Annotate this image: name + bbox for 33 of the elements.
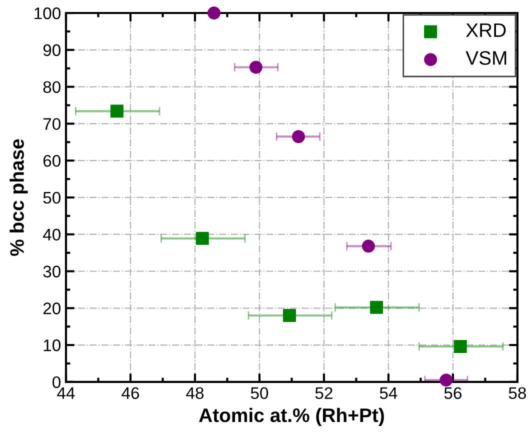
y-tick-label: 20 xyxy=(43,302,60,314)
x-tick-label: 48 xyxy=(186,387,204,400)
point xyxy=(292,130,305,144)
legend-label: VSM xyxy=(466,51,506,65)
y-tick-label: 70 xyxy=(43,118,60,130)
point xyxy=(196,232,209,245)
x-tick-label: 56 xyxy=(444,387,462,400)
point xyxy=(249,60,262,74)
x-tick-label: 44 xyxy=(57,387,75,399)
y-tick-label: 100 xyxy=(34,7,60,20)
text: XRD xyxy=(466,23,506,37)
point xyxy=(454,340,467,354)
y-tick-label: 30 xyxy=(43,266,60,278)
point xyxy=(362,240,375,253)
x-tick-label: 52 xyxy=(315,387,332,400)
x-tick-label: 54 xyxy=(380,387,398,400)
y-tick-label: 0 xyxy=(52,376,60,388)
y-tick-label: 40 xyxy=(42,228,60,241)
point xyxy=(440,374,453,387)
y-tick-label: 60 xyxy=(43,154,60,167)
x-tick-label: 46 xyxy=(122,387,140,400)
y-axis-title: % bcc phase xyxy=(10,139,28,256)
point xyxy=(282,309,296,322)
y-tick-label: 50 xyxy=(43,192,60,204)
x-tick-label: 50 xyxy=(250,387,268,400)
point xyxy=(370,300,384,314)
y-tick-label: 10 xyxy=(44,339,60,352)
y-tick-label: 90 xyxy=(43,44,60,56)
x-axis-title: Atomic at.% (Rh+Pt) xyxy=(199,408,384,426)
point xyxy=(110,104,124,118)
y-tick-label: 80 xyxy=(43,81,60,94)
point xyxy=(208,6,221,20)
x-tick-label: 58 xyxy=(508,387,526,400)
